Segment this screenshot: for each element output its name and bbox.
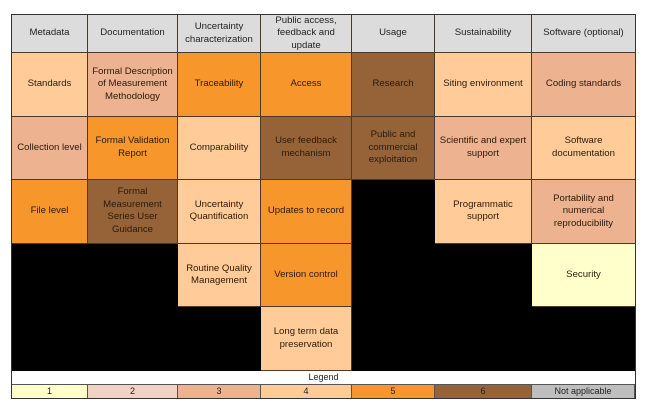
matrix-cell: User feedback mechanism	[261, 116, 352, 181]
matrix-cell: Formal Measurement Series User Guidance	[88, 180, 178, 244]
header-usage: Usage	[352, 15, 435, 53]
empty-cell	[352, 307, 435, 371]
header-metadata: Metadata	[12, 15, 88, 53]
empty-cell	[532, 307, 635, 371]
matrix-cell: File level	[12, 180, 88, 244]
maturity-matrix: Metadata Documentation Uncertainty chara…	[11, 14, 636, 399]
matrix-cell: Standards	[12, 53, 88, 117]
matrix-cell: Portability and numerical reproducibilit…	[532, 180, 635, 244]
empty-cell	[88, 307, 178, 371]
legend-swatch-4: 4	[261, 384, 352, 398]
matrix-row: File level Formal Measurement Series User…	[12, 180, 635, 244]
matrix-cell: Long term data preservation	[261, 307, 352, 371]
empty-cell	[12, 307, 88, 371]
header-sustainability: Sustainability	[435, 15, 532, 53]
legend-swatch-2: 2	[88, 384, 178, 398]
empty-cell	[178, 307, 261, 371]
matrix-cell: Siting environment	[435, 53, 532, 117]
legend-swatch-5: 5	[352, 384, 435, 398]
header-software: Software (optional)	[532, 15, 635, 53]
matrix-cell: Software documentation	[532, 116, 635, 181]
matrix-row: Standards Formal Description of Measureme…	[12, 53, 635, 117]
header-uncertainty: Uncertainty characterization	[178, 15, 261, 53]
matrix-cell: Collection level	[12, 116, 88, 181]
legend-title: Legend	[12, 370, 635, 385]
empty-cell	[352, 243, 435, 308]
matrix-cell: Research	[352, 53, 435, 117]
empty-cell	[435, 243, 532, 308]
header-public-access: Public access, feedback and update	[261, 15, 352, 53]
legend-swatch-3: 3	[178, 384, 261, 398]
matrix-cell: Traceability	[178, 53, 261, 117]
matrix-cell: Access	[261, 53, 352, 117]
matrix-cell: Public and commercial exploitation	[352, 116, 435, 181]
matrix-row: Routine Quality Management Version contro…	[12, 243, 635, 308]
legend-swatch-6: 6	[435, 384, 532, 398]
matrix-row: Long term data preservation	[12, 307, 635, 371]
matrix-cell: Comparability	[178, 116, 261, 181]
legend-row: 1 2 3 4 5 6 Not applicable	[12, 384, 635, 398]
matrix-body: Standards Formal Description of Measureme…	[12, 53, 635, 371]
matrix-cell: Updates to record	[261, 180, 352, 244]
empty-cell	[435, 307, 532, 371]
empty-cell	[88, 243, 178, 308]
matrix-cell: Formal Description of Measurement Method…	[88, 53, 178, 117]
header-documentation: Documentation	[88, 15, 178, 53]
empty-cell	[12, 243, 88, 308]
matrix-cell: Coding standards	[532, 53, 635, 117]
matrix-cell: Uncertainty Quantification	[178, 180, 261, 244]
matrix-cell: Programmatic support	[435, 180, 532, 244]
matrix-row: Collection level Formal Validation Report…	[12, 116, 635, 181]
header-row: Metadata Documentation Uncertainty chara…	[12, 15, 635, 53]
legend-swatch-na: Not applicable	[532, 384, 635, 398]
legend-swatch-1: 1	[12, 384, 88, 398]
matrix-cell: Version control	[261, 243, 352, 308]
empty-cell	[352, 180, 435, 244]
matrix-cell: Security	[532, 243, 635, 308]
matrix-cell: Routine Quality Management	[178, 243, 261, 308]
matrix-cell: Scientific and expert support	[435, 116, 532, 181]
matrix-cell: Formal Validation Report	[88, 116, 178, 181]
